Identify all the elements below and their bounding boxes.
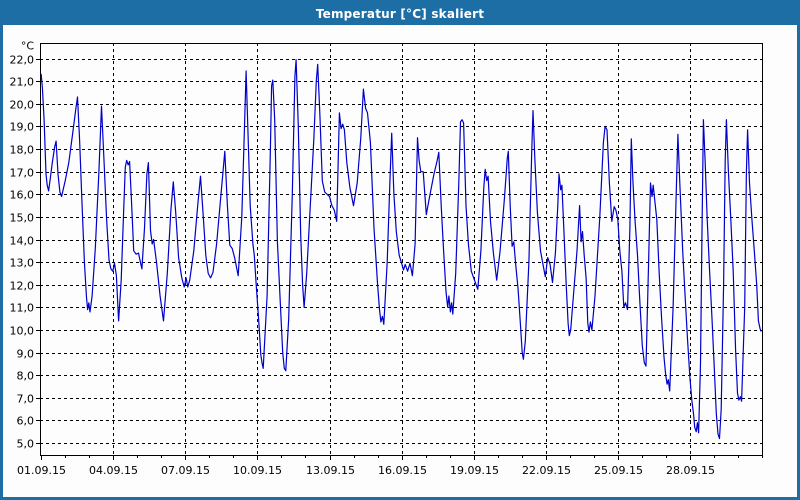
x-tick-label: 10.09.15 xyxy=(233,464,282,477)
x-tick-label: 22.09.15 xyxy=(522,464,571,477)
y-tick-label: 22,0 xyxy=(10,54,35,67)
x-tick-label: 25.09.15 xyxy=(594,464,643,477)
y-tick-label: 15,0 xyxy=(10,212,35,225)
y-tick-label: 10,0 xyxy=(10,325,35,338)
x-tick-label: 16.09.15 xyxy=(378,464,427,477)
y-axis-unit-label: °C xyxy=(21,40,35,53)
y-tick-label: 13,0 xyxy=(10,257,35,270)
y-tick-label: 16,0 xyxy=(10,189,35,202)
temperature-line-chart: 22,0 21,0 20,0 19,0 18,0 17,0 16,0 15,0 14,0 13,0… xyxy=(10,40,763,477)
plot-border xyxy=(40,43,763,456)
y-tick-label: 14,0 xyxy=(10,235,35,248)
axis-ticks xyxy=(36,59,763,460)
y-tick-label: 21,0 xyxy=(10,76,35,89)
x-tick-label: 28.09.15 xyxy=(666,464,715,477)
y-tick-label: 18,0 xyxy=(10,144,35,157)
y-tick-label: 20,0 xyxy=(10,99,35,112)
window-titlebar: Temperatur [°C] skaliert xyxy=(3,3,797,25)
y-tick-label: 17,0 xyxy=(10,167,35,180)
y-tick-label: 9,0 xyxy=(17,348,35,361)
y-tick-label: 5,0 xyxy=(17,438,35,451)
axis-labels: 22,0 21,0 20,0 19,0 18,0 17,0 16,0 15,0 14,0 13,0… xyxy=(10,40,715,477)
y-tick-label: 6,0 xyxy=(17,415,35,428)
y-tick-label: 19,0 xyxy=(10,121,35,134)
x-tick-label: 07.09.15 xyxy=(161,464,210,477)
x-tick-label: 13.09.15 xyxy=(306,464,355,477)
y-tick-label: 11,0 xyxy=(10,302,35,315)
x-tick-label: 19.09.15 xyxy=(450,464,499,477)
window-title: Temperatur [°C] skaliert xyxy=(315,7,485,21)
y-tick-label: 8,0 xyxy=(17,370,35,383)
x-tick-label: 04.09.15 xyxy=(89,464,138,477)
y-tick-label: 12,0 xyxy=(10,280,35,293)
x-tick-label: 01.09.15 xyxy=(17,464,66,477)
gridlines xyxy=(40,43,762,455)
chart-content: 22,0 21,0 20,0 19,0 18,0 17,0 16,0 15,0 14,0 13,0… xyxy=(3,25,797,497)
temperature-series-line xyxy=(40,59,762,440)
y-tick-label: 7,0 xyxy=(17,393,35,406)
